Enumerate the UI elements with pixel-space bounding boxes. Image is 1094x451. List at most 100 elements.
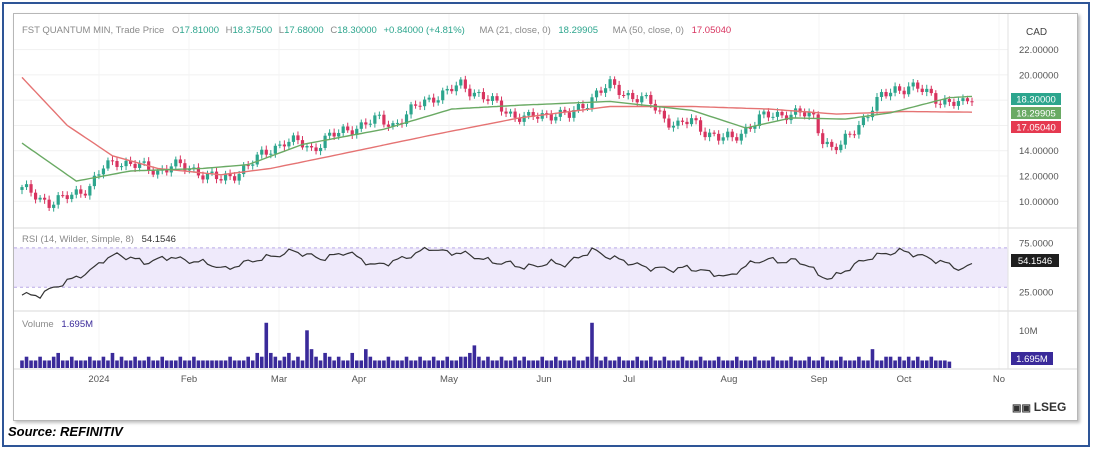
volume-bar — [124, 360, 128, 368]
candle — [658, 106, 662, 115]
candle — [309, 142, 314, 151]
candle — [65, 191, 69, 204]
candle — [74, 185, 78, 199]
candle-body — [233, 176, 237, 181]
lseg-icon: ▣▣ — [1012, 403, 1034, 414]
candle-body — [38, 197, 42, 200]
candle — [567, 108, 571, 122]
candle-body — [536, 116, 540, 119]
volume-bar — [445, 356, 450, 368]
candle-body — [355, 128, 359, 136]
candle-body — [527, 112, 531, 116]
candle-body — [128, 160, 133, 164]
volume-bar — [472, 345, 477, 368]
candle-body — [753, 125, 757, 129]
candle — [726, 128, 730, 141]
candle-body — [242, 165, 246, 175]
candle — [613, 76, 617, 89]
candle-body — [151, 169, 155, 175]
volume-bar — [662, 356, 667, 368]
volume-bar — [861, 360, 866, 368]
rsi-tick-label: 75.0000 — [1019, 238, 1053, 249]
volume-bar — [486, 356, 490, 368]
volume-bar — [237, 360, 241, 368]
instrument-label: FST QUANTUM MIN, Trade Price — [22, 25, 164, 36]
candle-body — [825, 141, 829, 145]
volume-bar — [920, 360, 925, 368]
candle — [531, 108, 535, 121]
candle-body — [382, 114, 386, 125]
candle-body — [898, 86, 902, 91]
candle-body — [341, 126, 345, 133]
candle-body — [766, 111, 771, 118]
volume-bar — [187, 360, 192, 368]
candle — [875, 92, 879, 115]
candle — [495, 93, 499, 103]
candle — [518, 113, 522, 125]
volume-bar — [866, 360, 870, 368]
candle — [766, 108, 771, 122]
candle-body — [676, 120, 680, 126]
candle — [631, 89, 635, 103]
volume-bar — [902, 360, 906, 368]
candle-body — [757, 114, 761, 126]
candle — [522, 111, 526, 126]
candle — [477, 89, 481, 97]
candle-body — [350, 130, 354, 136]
volume-bar — [870, 349, 875, 368]
candle — [92, 171, 96, 190]
volume-bar — [60, 360, 65, 368]
volume-bar — [449, 360, 454, 368]
ma50-label: MA (50, close, 0) — [613, 25, 684, 36]
candle-body — [934, 93, 938, 104]
candle-body — [581, 103, 585, 109]
candle-body — [893, 86, 897, 93]
candle — [418, 101, 422, 110]
ma21-value: 18.29905 — [558, 25, 598, 36]
volume-bar — [526, 360, 531, 368]
candle-body — [662, 110, 666, 119]
candle — [472, 89, 476, 99]
candle — [721, 133, 725, 145]
candle-body — [269, 153, 273, 155]
volume-bar — [327, 356, 332, 368]
candle-body — [33, 192, 38, 200]
volume-bar — [689, 360, 694, 368]
volume-bar — [65, 360, 70, 368]
candle-body — [671, 125, 676, 128]
candle — [255, 151, 259, 168]
volume-bar — [477, 356, 481, 368]
candle-body — [88, 186, 92, 196]
candle-body — [477, 92, 481, 94]
time-tick-label: Sep — [811, 374, 828, 385]
volume-bar — [608, 360, 612, 368]
candle — [47, 195, 51, 211]
candle-body — [296, 135, 300, 141]
volume-bar — [454, 360, 459, 368]
volume-bar — [490, 360, 495, 368]
candle-body — [608, 79, 612, 89]
candle-body — [585, 107, 590, 109]
volume-bar — [309, 349, 314, 368]
volume-bar — [382, 360, 386, 368]
volume-bar — [924, 360, 929, 368]
candle — [237, 170, 241, 185]
candle-body — [337, 132, 341, 137]
candle-body — [549, 114, 553, 121]
candle — [391, 120, 395, 130]
candle — [386, 120, 391, 131]
volume-bar — [517, 360, 522, 368]
candle-body — [101, 168, 106, 175]
volume-bar — [581, 360, 585, 368]
volume-bar — [716, 356, 721, 368]
candle — [228, 169, 232, 181]
volume-bar — [300, 360, 305, 368]
candle — [703, 127, 707, 141]
candle-body — [721, 137, 725, 141]
candle — [857, 120, 861, 139]
source-caption: Source: REFINITIV — [8, 424, 123, 439]
chart-svg[interactable]: 22.0000020.0000018.0000016.0000014.00000… — [14, 14, 1077, 420]
volume-bar — [843, 360, 848, 368]
candle — [970, 97, 974, 106]
candle-body — [196, 167, 201, 176]
